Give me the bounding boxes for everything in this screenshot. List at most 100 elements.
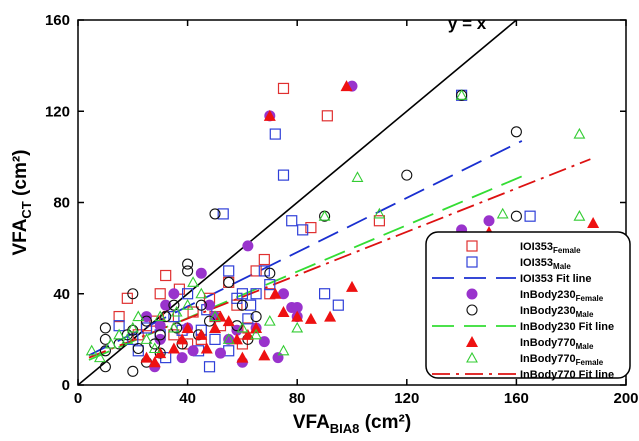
x-tick-label: 200 [613, 390, 638, 407]
x-axis-label-sub: BIA8 [330, 421, 360, 436]
data-point [182, 288, 194, 300]
data-point [113, 328, 126, 340]
data-point [127, 324, 139, 336]
data-point [236, 288, 248, 300]
data-point [318, 210, 331, 221]
data-point [148, 356, 161, 368]
data-point [236, 321, 249, 333]
legend-label-subscript: Female [553, 246, 581, 255]
y-tick-label: 80 [53, 195, 70, 212]
x-axis-label-base: VFA [293, 412, 330, 433]
data-point [258, 265, 270, 277]
data-point [245, 299, 257, 311]
legend-label-name: IOI353 [520, 257, 553, 269]
data-point [187, 345, 199, 357]
data-point [305, 221, 317, 234]
y-axis-label: VFACT (cm²) [10, 149, 34, 255]
data-point [277, 344, 290, 356]
legend-label: InBody770 Fit line [520, 369, 614, 381]
data-point [203, 361, 216, 373]
legend-marker-swatch [466, 288, 478, 300]
y-tick-label: 120 [45, 103, 70, 120]
data-point [160, 299, 172, 311]
data-point [277, 82, 290, 95]
data-point [195, 267, 207, 279]
legend-label-subscript: Male [576, 310, 594, 319]
data-point [277, 306, 290, 317]
data-point [195, 299, 207, 311]
legend-label: IOI353Female [520, 241, 581, 255]
data-point [264, 279, 276, 291]
data-point [132, 342, 144, 355]
legend-label-name: InBody770 Fit line [520, 369, 614, 381]
legend-label: InBody230Male [520, 305, 594, 319]
x-tick-label: 120 [394, 390, 419, 407]
y-axis-label-sub: CT [19, 201, 34, 218]
data-point [319, 288, 331, 300]
data-point [241, 328, 254, 340]
data-point [242, 313, 254, 325]
data-point [121, 333, 134, 344]
data-point [455, 89, 468, 100]
x-axis-label-unit: (cm²) [359, 412, 411, 433]
data-point [176, 333, 189, 345]
legend-label: InBody230 Fit line [520, 321, 614, 333]
x-tick-label: 160 [504, 390, 529, 407]
data-point [132, 310, 145, 322]
data-point [263, 314, 276, 326]
data-point [258, 349, 271, 361]
legend-label-subscript: Female [576, 358, 604, 367]
data-point [154, 329, 166, 341]
data-point [277, 169, 290, 181]
data-point [250, 265, 262, 277]
legend-label: InBody770Female [520, 353, 604, 367]
x-tick-label: 40 [179, 390, 196, 407]
legend-label-name: InBody230 Fit line [520, 321, 614, 333]
x-axis-label: VFABIA8 (cm²) [293, 412, 411, 436]
data-point [510, 210, 522, 222]
data-point [126, 321, 139, 333]
data-point [269, 128, 281, 140]
data-point [140, 315, 153, 327]
legend-label: IOI353Male [520, 257, 571, 271]
data-point [187, 306, 199, 318]
data-point [168, 299, 180, 311]
data-point [250, 288, 262, 300]
data-point [401, 169, 413, 181]
data-point [236, 299, 248, 311]
y-tick-label: 0 [62, 377, 70, 394]
x-tick-label: 80 [289, 390, 306, 407]
data-point [263, 109, 276, 121]
legend-label-name: InBody770 [520, 337, 576, 349]
data-point [286, 215, 298, 227]
y-axis-label-base: VFA [10, 218, 31, 255]
data-point [148, 342, 161, 354]
data-point [250, 328, 263, 340]
data-point [209, 310, 221, 322]
legend-label-name: IOI353 Fit line [520, 273, 592, 285]
data-point [182, 265, 194, 277]
y-axis-label-unit: (cm²) [10, 149, 31, 201]
data-point [242, 240, 254, 252]
legend-marker-swatch [466, 304, 478, 316]
legend-marker-swatch [466, 256, 478, 268]
data-point [140, 322, 153, 334]
data-point [264, 267, 276, 279]
data-point [99, 361, 111, 373]
data-point [222, 315, 235, 327]
data-point [170, 305, 183, 317]
data-point [85, 344, 98, 356]
data-point [269, 287, 282, 299]
data-point [167, 321, 180, 333]
data-point [113, 310, 125, 323]
data-point [258, 253, 270, 266]
legend-label-subscript: Male [576, 342, 594, 351]
legend-label-name: InBody230 [520, 305, 576, 317]
legend-box [425, 231, 631, 379]
data-point [223, 276, 235, 288]
y-tick-label: 40 [53, 286, 70, 303]
legend-label-subscript: Female [576, 294, 604, 303]
data-points [85, 80, 600, 377]
